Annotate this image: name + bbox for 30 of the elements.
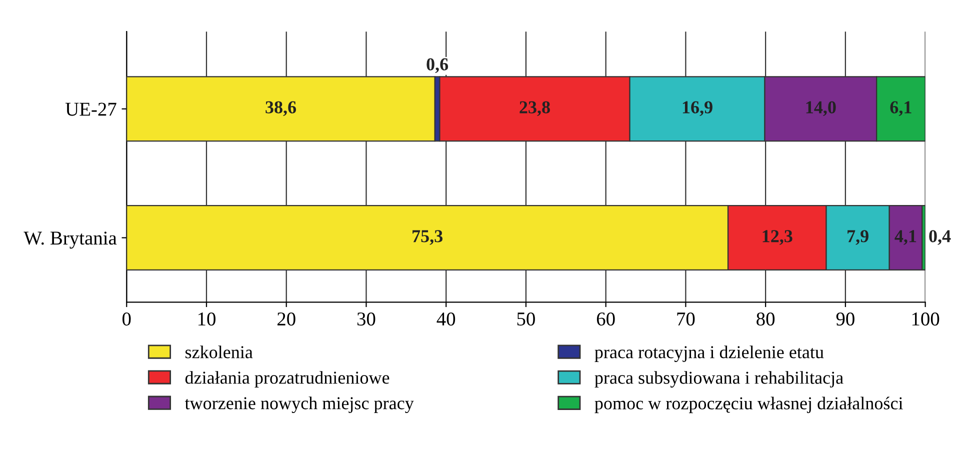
x-tick-label: 90 [836,312,854,326]
legend-label: szkolenia [185,346,253,358]
x-tick-label: 0 [122,312,131,326]
data-label: 12,3 [762,230,792,245]
data-label: 16,9 [682,101,712,116]
legend-label: pomoc w rozpoczęciu własnej działalności [594,396,903,414]
data-label: 4,1 [894,230,916,245]
data-label: 14,0 [806,101,836,116]
legend-label: działania prozatrudnieniowe [185,371,390,388]
x-tick-label: 70 [677,312,695,326]
y-tick-label: UE-27 [65,102,116,116]
legend-label: praca subsydiowana i rehabilitacja [594,371,844,388]
data-label: 75,3 [412,230,443,245]
x-tick-label: 10 [198,312,216,326]
y-tick-label: W. Brytania [24,232,117,249]
x-tick-label: 20 [277,312,296,326]
legend-label: tworzenie nowych miejsc pracy [184,396,414,414]
x-tick-label: 100 [912,312,940,326]
data-label: 6,1 [890,101,912,116]
legend-label: praca rotacyjna i dzielenie etatu [594,346,824,362]
data-label: 23,8 [520,101,550,116]
data-label: 0,6 [426,58,448,74]
x-tick-label: 80 [756,312,775,326]
x-tick-label: 50 [517,312,535,326]
data-label: 38,6 [266,101,296,116]
x-tick-label: 60 [596,312,615,326]
x-tick-label: 30 [357,312,376,326]
x-tick-label: 40 [436,312,456,326]
data-label: 0,4 [929,230,951,245]
data-label: 7,9 [848,230,868,245]
